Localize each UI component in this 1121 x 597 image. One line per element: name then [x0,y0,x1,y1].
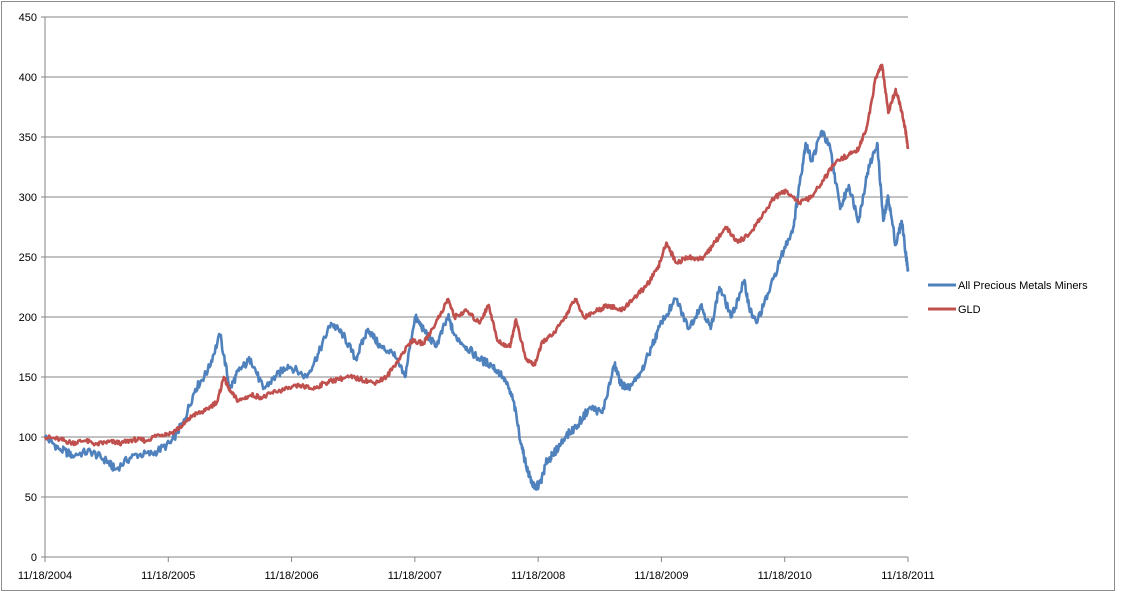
gridlines [45,16,908,498]
x-axis-ticks: 11/18/2004 11/18/2005 11/18/2006 11/18/2007… [18,557,935,582]
y-tick-label: 200 [19,312,37,324]
x-tick-label: 11/18/2011 [881,570,934,582]
x-tick-label: 11/18/2008 [511,570,565,582]
y-axis-ticks: 0 50 100 150 200 250 300 350 400 450 [19,12,45,564]
y-tick-label: 0 [31,552,37,564]
series-line-0 [44,129,910,491]
legend-label: GLD [958,304,981,316]
y-tick-label: 450 [19,12,37,24]
y-tick-label: 350 [19,132,37,144]
axes [44,17,908,558]
x-tick-label: 11/18/2009 [634,570,688,582]
legend-label: All Precious Metals Miners [958,280,1088,292]
series-lines [43,63,910,491]
y-tick-label: 150 [19,372,37,384]
y-tick-label: 100 [19,432,37,444]
x-tick-label: 11/18/2007 [388,570,442,582]
y-tick-label: 50 [25,492,37,504]
x-tick-label: 11/18/2006 [264,570,318,582]
x-tick-label: 11/18/2004 [18,570,72,582]
legend: All Precious Metals Miners GLD [928,280,1088,316]
y-tick-label: 400 [19,72,37,84]
x-tick-label: 11/18/2010 [758,570,812,582]
series-line-1 [43,63,910,447]
x-tick-label: 11/18/2005 [141,570,195,582]
y-tick-label: 250 [19,252,37,264]
y-tick-label: 300 [19,192,37,204]
